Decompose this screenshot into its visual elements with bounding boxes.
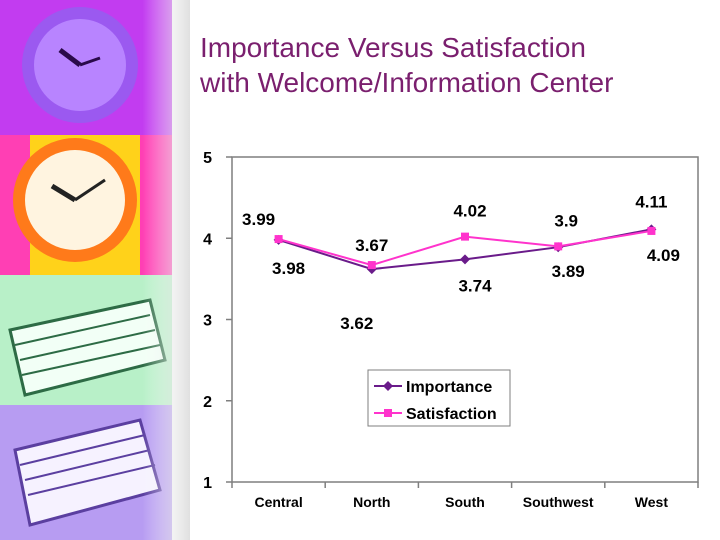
x-category-label: North [353,494,390,510]
data-label-below: 3.89 [552,262,585,281]
plot-area [231,156,699,483]
series-lines [273,224,657,275]
satisfaction-point [461,232,469,241]
data-label-below: 3.62 [340,314,373,333]
satisfaction-point [274,235,283,244]
data-label-above: 4.11 [635,192,667,211]
y-tick-label: 1 [203,475,212,492]
satisfaction-point [367,261,376,270]
y-tick-label: 3 [203,313,212,330]
y-axis: 5 4 3 2 1 [203,150,232,492]
data-labels: 3.99 3.67 4.02 3.9 4.11 3.98 3.62 3.74 3.89 4.09 [242,192,680,333]
legend-label: Importance [406,379,492,396]
legend: Importance Satisfaction [367,369,511,427]
slide-title: Importance Versus Satisfaction with Welc… [200,30,710,100]
title-line-1: Importance Versus Satisfaction [200,32,586,63]
data-label-above: 3.67 [355,236,388,255]
x-axis: Central North South Southwest West [231,482,699,510]
y-tick-label: 4 [203,231,212,248]
x-category-label: Central [254,494,302,510]
legend-label: Satisfaction [406,406,497,423]
y-tick-label: 5 [203,150,212,167]
x-category-label: West [635,494,669,510]
x-category-label: South [445,494,485,510]
decorative-side-strip [0,0,190,540]
x-category-label: Southwest [523,494,594,510]
data-label-above: 3.99 [242,210,275,229]
satisfaction-point [647,226,656,235]
data-label-below: 3.98 [272,259,305,278]
importance-point [460,254,470,265]
data-label-above: 3.9 [554,211,578,230]
data-label-above: 4.02 [453,202,486,221]
title-line-2: with Welcome/Information Center [200,67,614,98]
satisfaction-point [554,242,563,251]
y-tick-label: 2 [203,394,212,411]
line-chart: 5 4 3 2 1 Central North South Southwest West 3.9… [203,150,699,510]
legend-marker-importance [383,381,393,391]
data-label-below: 3.74 [458,276,492,295]
data-label-below: 4.09 [647,246,680,265]
legend-marker-satisfaction [384,409,392,417]
